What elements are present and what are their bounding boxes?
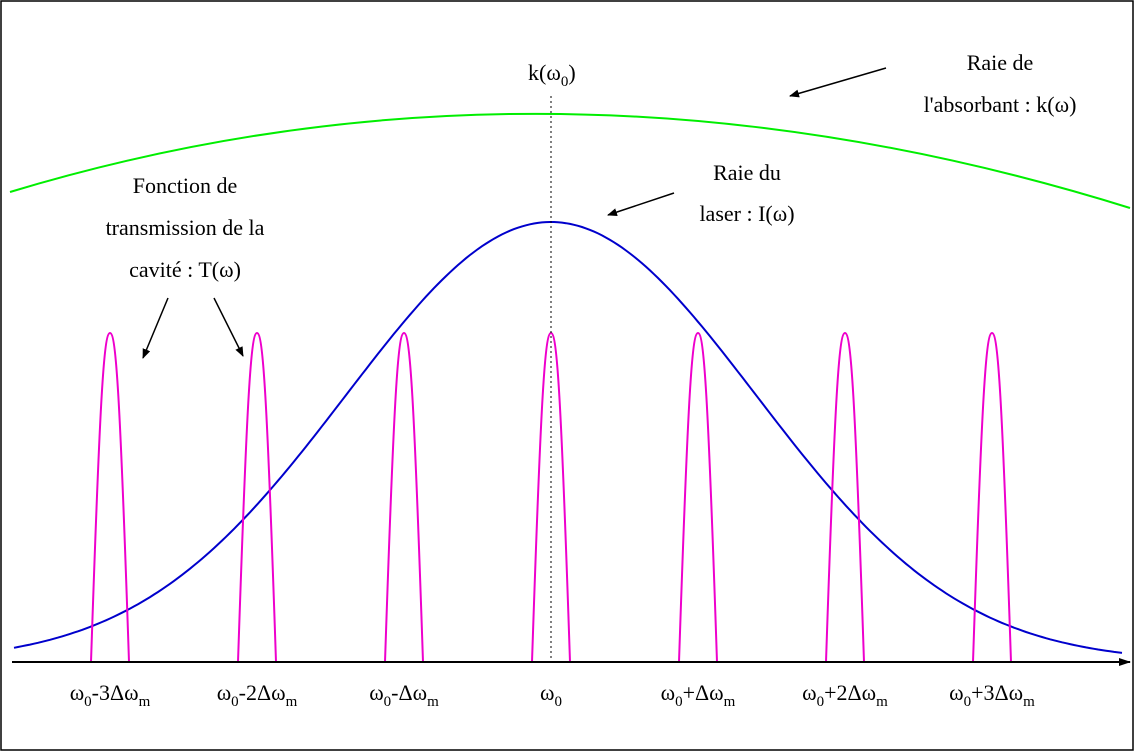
tick-label: ω0-3Δωm <box>70 680 151 710</box>
cavity-peak <box>825 331 865 663</box>
cavity-arrow-left <box>142 297 169 359</box>
cavity-label-line1: Fonction de <box>133 173 238 198</box>
cavity-label-line3: cavité : T(ω) <box>129 257 241 282</box>
tick-label: ω0+3Δωm <box>949 680 1035 710</box>
cavity-peak <box>384 331 424 663</box>
absorbant-arrow <box>789 67 887 98</box>
cavity-label-line2: transmission de la <box>106 215 265 240</box>
cavity-transmission-peaks <box>90 331 1012 663</box>
absorbant-line-curve <box>9 112 1131 209</box>
cavity-arrow-right <box>213 297 244 357</box>
cavity-peak <box>237 331 277 663</box>
tick-label: ω0+Δωm <box>661 680 736 710</box>
laser-arrow <box>607 192 675 216</box>
absorbant-label-line1: Raie de <box>967 50 1034 75</box>
tick-label: ω0+2Δωm <box>802 680 888 710</box>
tick-label: ω0-2Δωm <box>217 680 298 710</box>
tick-label: ω0 <box>540 680 562 710</box>
tick-label: ω0-Δωm <box>369 680 439 710</box>
absorbant-label-line2: l'absorbant : k(ω) <box>924 92 1077 117</box>
laser-label-line2: laser : I(ω) <box>699 201 794 226</box>
cavity-peak <box>90 331 130 663</box>
frequency-tick-labels: ω0-3Δωm ω0-2Δωm ω0-Δωm ω0 ω0+Δωm ω0+2Δωm ω0+3Δ… <box>70 680 1035 710</box>
laser-label-line1: Raie du <box>713 160 781 185</box>
center-k-label: k(ω0) <box>528 60 576 90</box>
laser-line-curve <box>13 221 1123 654</box>
cavity-peak <box>972 331 1012 663</box>
cavity-peak <box>678 331 718 663</box>
